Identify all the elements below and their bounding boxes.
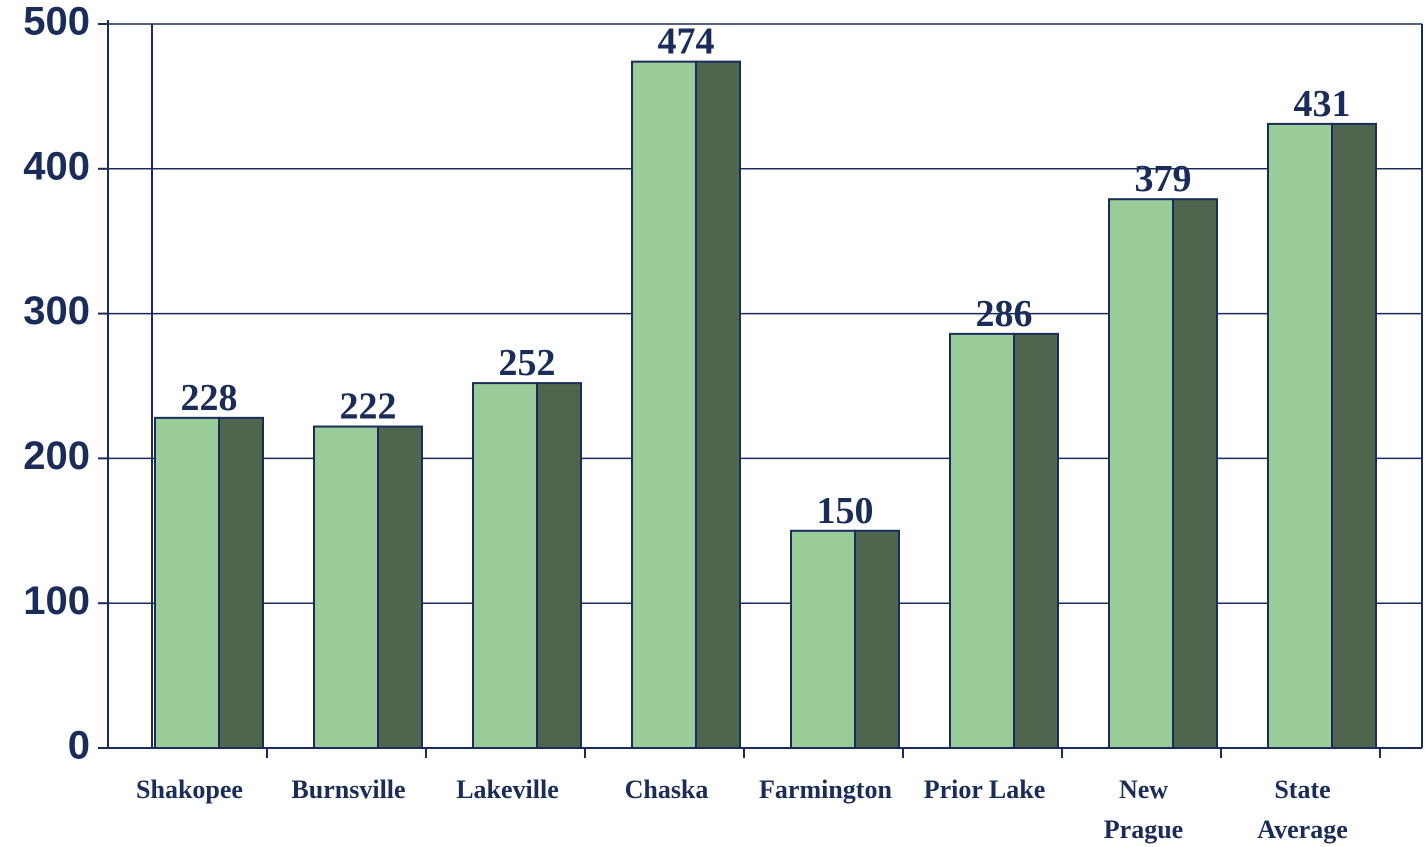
y-tick-label: 100 bbox=[23, 579, 90, 623]
bar-side bbox=[1013, 332, 1059, 749]
bar-side bbox=[1331, 122, 1377, 750]
x-tick-label: Lakeville bbox=[456, 775, 559, 804]
value-label: 286 bbox=[976, 293, 1033, 335]
y-tick-label: 200 bbox=[23, 434, 90, 478]
value-label: 474 bbox=[658, 21, 715, 63]
bar-front bbox=[790, 529, 856, 749]
x-tick-label: Prior Lake bbox=[924, 775, 1046, 804]
x-tick-label: Chaska bbox=[625, 775, 709, 804]
y-tick-label: 0 bbox=[68, 724, 90, 768]
x-tick-label: New Prague bbox=[1104, 775, 1183, 844]
value-label: 228 bbox=[181, 377, 238, 419]
x-tick-label: Burnsville bbox=[291, 775, 405, 804]
bar-side bbox=[854, 529, 900, 749]
bar-front bbox=[472, 382, 538, 749]
bar-front bbox=[1267, 122, 1333, 750]
bar-side bbox=[695, 60, 741, 749]
y-tick-label: 500 bbox=[23, 0, 90, 44]
value-label: 252 bbox=[499, 342, 556, 384]
bar-side bbox=[1172, 198, 1218, 749]
bar-front bbox=[1108, 198, 1174, 749]
value-label: 379 bbox=[1135, 158, 1192, 200]
value-label: 431 bbox=[1294, 83, 1351, 125]
x-tick-label: State Average bbox=[1257, 775, 1347, 844]
bar-front bbox=[949, 332, 1015, 749]
bar-front bbox=[631, 60, 697, 749]
y-tick-label: 400 bbox=[23, 144, 90, 188]
y-tick-label: 300 bbox=[23, 289, 90, 333]
bar-side bbox=[377, 425, 423, 749]
x-tick-label: Farmington bbox=[759, 775, 892, 804]
bar-side bbox=[218, 416, 264, 749]
x-tick-label: Shakopee bbox=[136, 775, 243, 804]
bar-side bbox=[536, 382, 582, 749]
value-label: 150 bbox=[817, 490, 874, 532]
bar-front bbox=[313, 425, 379, 749]
bar-front bbox=[154, 416, 220, 749]
value-label: 222 bbox=[340, 386, 397, 428]
